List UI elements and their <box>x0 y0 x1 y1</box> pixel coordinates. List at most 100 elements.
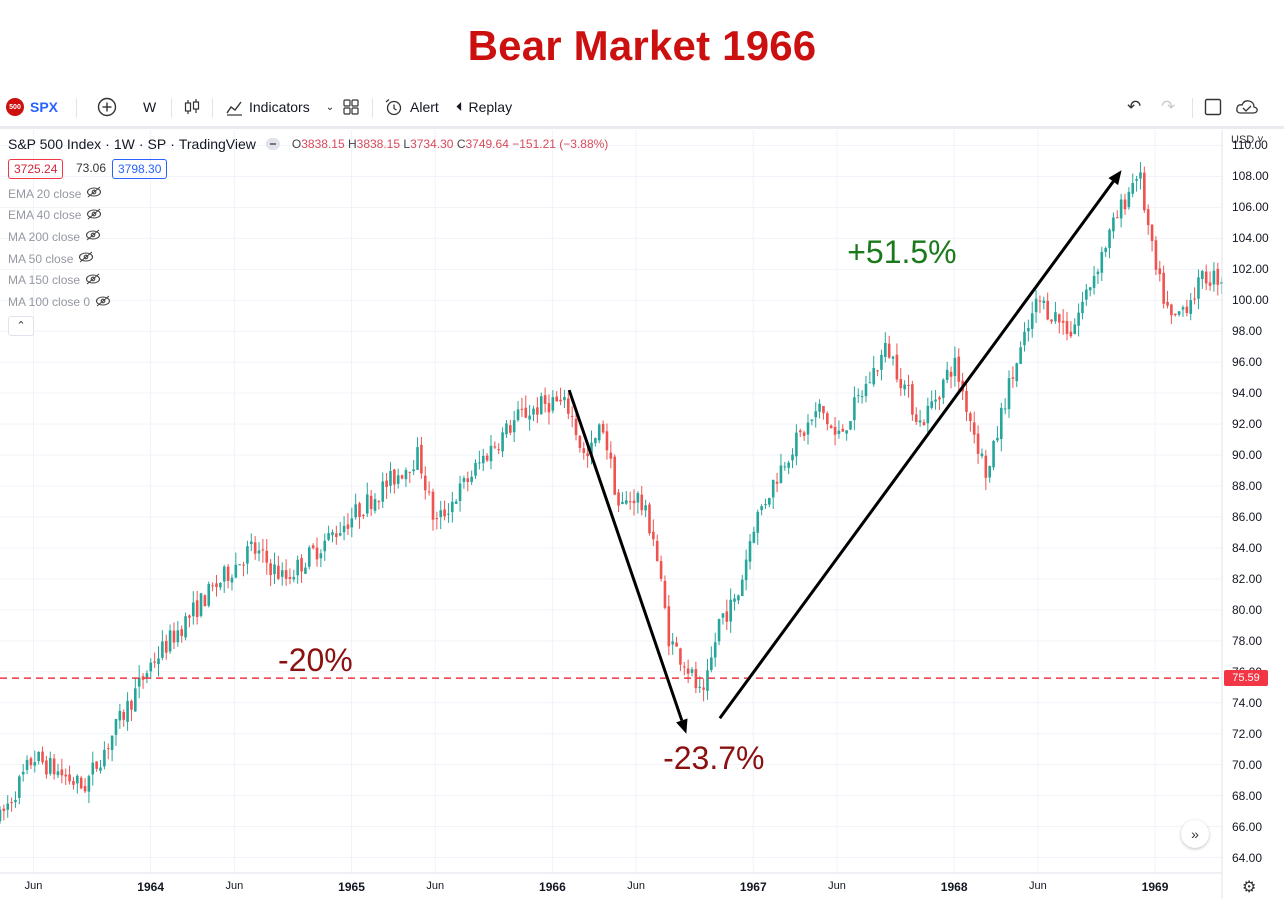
candle <box>447 503 450 523</box>
candle <box>1034 290 1038 323</box>
indicator-label: MA 150 close <box>8 273 81 288</box>
candle <box>1096 268 1100 285</box>
candle <box>222 564 226 593</box>
candle <box>64 768 68 785</box>
interval-button[interactable]: W <box>143 88 156 126</box>
indicators-button[interactable]: Indicators ⌄ <box>225 88 334 126</box>
candle <box>207 581 211 608</box>
candle <box>14 791 17 808</box>
candle <box>1057 313 1061 334</box>
ask-price-box[interactable]: 3798.30 <box>112 159 168 179</box>
candle <box>273 552 276 584</box>
indicators-icon <box>226 101 242 116</box>
indicator-item[interactable]: MA 150 close <box>8 273 101 288</box>
scroll-to-realtime-button[interactable]: » <box>1181 820 1209 848</box>
candle <box>99 759 102 774</box>
candle <box>95 761 98 772</box>
grid-lines <box>0 130 1222 873</box>
candle <box>710 646 713 673</box>
candle <box>249 533 253 552</box>
candle <box>76 774 79 794</box>
eye-crossed-icon[interactable] <box>86 208 102 223</box>
replay-button[interactable]: ⏴︎ Replay <box>456 88 512 126</box>
redo-button[interactable]: ↷ <box>1161 88 1175 126</box>
gear-icon[interactable]: ⚙ <box>1242 879 1257 896</box>
candle <box>56 763 60 778</box>
currency-selector[interactable]: USD ˅ <box>1231 134 1264 146</box>
indicator-item[interactable]: EMA 40 close <box>8 208 102 223</box>
legend-more-button[interactable] <box>265 138 280 150</box>
eye-crossed-icon[interactable] <box>95 295 111 310</box>
candle <box>261 538 265 563</box>
candle <box>594 437 597 447</box>
candle <box>512 410 516 442</box>
candle <box>304 562 307 575</box>
compare-button[interactable] <box>96 88 118 126</box>
indicator-item[interactable]: EMA 20 close <box>8 186 102 201</box>
candle <box>114 718 118 747</box>
candle <box>1115 210 1119 219</box>
candle <box>1088 286 1092 297</box>
price-tick-label: 80.00 <box>1232 602 1263 617</box>
time-tick-label: Jun <box>828 880 846 892</box>
eye-crossed-icon[interactable] <box>85 229 101 244</box>
save-cloud-button[interactable] <box>1235 88 1259 126</box>
eye-crossed-icon[interactable] <box>86 186 102 201</box>
candle <box>613 454 616 496</box>
candle <box>1046 292 1049 321</box>
indicator-item[interactable]: MA 100 close 0 <box>8 295 111 310</box>
time-tick-label: Jun <box>24 880 43 892</box>
candle <box>1081 291 1084 320</box>
candle <box>872 355 876 387</box>
candle <box>1112 212 1115 239</box>
chart-type-button[interactable] <box>183 88 201 126</box>
candle <box>1197 269 1200 310</box>
candle <box>686 659 690 684</box>
eye-crossed-icon[interactable] <box>85 273 101 288</box>
chevron-down-icon[interactable]: ⌄ <box>325 101 335 113</box>
candle <box>454 499 458 505</box>
spread-value: 73.06 <box>76 161 107 175</box>
candle <box>72 776 75 790</box>
change-value: −151.21 (−3.88%) <box>512 137 609 151</box>
candle <box>829 424 833 429</box>
top-toolbar: 500 SPX W Indicators ⌄ Alert ⏴︎ Replay ↶… <box>0 88 1284 129</box>
price-line-tag: 75.59 <box>1224 670 1268 687</box>
candle <box>891 355 895 366</box>
candle <box>744 549 748 591</box>
grid-icon <box>343 99 359 115</box>
alert-button[interactable]: Alert <box>384 88 439 126</box>
candle <box>887 335 891 359</box>
indicator-item[interactable]: MA 200 close <box>8 229 101 244</box>
candle <box>543 387 547 413</box>
candle <box>675 636 678 647</box>
undo-button[interactable]: ↶ <box>1127 88 1141 126</box>
candle <box>257 542 261 562</box>
eye-crossed-icon[interactable] <box>78 251 94 266</box>
indicator-label: EMA 20 close <box>8 186 82 201</box>
candle <box>1061 309 1065 335</box>
fullscreen-button[interactable] <box>1204 88 1222 126</box>
candle <box>191 591 195 625</box>
candle <box>91 751 95 786</box>
candle <box>760 504 763 516</box>
layout-button[interactable] <box>342 88 360 126</box>
candle <box>284 559 288 586</box>
candle <box>1023 322 1026 352</box>
time-tick-label: Jun <box>1028 880 1047 892</box>
indicator-item[interactable]: MA 50 close <box>8 251 94 266</box>
symbol-selector[interactable]: 500 SPX <box>6 88 58 126</box>
candle <box>1038 295 1042 314</box>
candle <box>806 414 810 445</box>
candle <box>775 472 779 493</box>
collapse-legend-button[interactable]: ⌃ <box>8 316 34 336</box>
candle <box>1216 262 1220 296</box>
time-tick-label: Jun <box>627 880 645 892</box>
candle <box>79 775 83 790</box>
double-chevron-right-icon: » <box>1191 826 1199 842</box>
bid-price-box[interactable]: 3725.24 <box>8 159 64 179</box>
trend-arrow <box>567 389 688 734</box>
candle <box>423 466 427 500</box>
candle <box>636 491 640 514</box>
